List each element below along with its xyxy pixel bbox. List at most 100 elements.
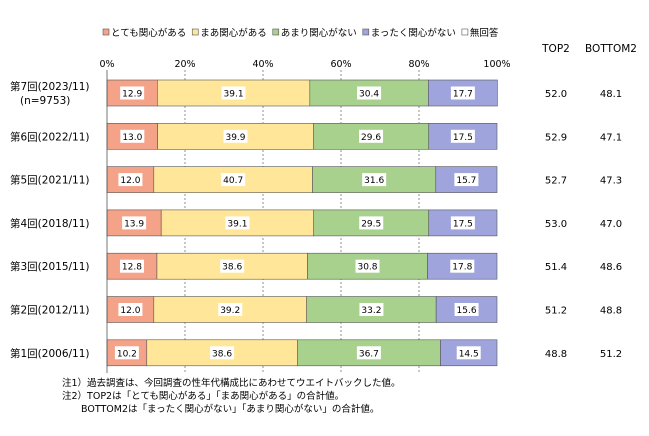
legend-label-2: あまり関心がない [281, 27, 357, 39]
data-label-4-0: 12.8 [122, 263, 142, 273]
data-label-box-0-3 [450, 86, 475, 100]
category-label-6: 第1回(2006/11) [10, 347, 90, 360]
side-value-0-2: 52.7 [545, 176, 567, 187]
side-value-1-2: 47.3 [600, 176, 622, 187]
data-label-4-3: 17.8 [452, 263, 472, 273]
side-value-1-1: 47.1 [600, 132, 622, 143]
data-label-0-3: 17.7 [453, 90, 473, 100]
side-column-header-0: TOP2 [541, 43, 570, 55]
bar-segment-0-0 [106, 79, 158, 107]
data-label-box-4-1 [220, 259, 245, 273]
side-value-1-3: 47.0 [600, 219, 622, 230]
data-label-box-3-3 [450, 216, 475, 230]
data-label-0-2: 30.4 [359, 90, 379, 100]
data-label-box-2-0 [118, 173, 143, 187]
side-value-1-4: 48.6 [600, 262, 622, 273]
legend-label-1: まあ関心がある [200, 27, 267, 39]
x-tick-label-2: 40% [252, 59, 273, 70]
legend-label-0: とても関心がある [111, 27, 186, 39]
stacked-bar-chart: とても関心がある まあ関心がある あまり関心がない まったく関心がない 無回答 TOP2 B… [10, 27, 637, 373]
legend-label-4: 無回答 [470, 27, 499, 39]
data-label-box-6-0 [114, 346, 139, 360]
side-value-0-3: 53.0 [545, 219, 567, 230]
data-label-box-0-2 [357, 86, 382, 100]
x-tick-label-5: 100% [483, 59, 510, 70]
data-label-box-0-0 [120, 86, 145, 100]
x-tick-label-0: 0% [99, 59, 114, 70]
x-tick-label-4: 80% [408, 59, 429, 70]
footnote-3: BOTTOM2は「まったく関心がない」「あまり関心がない」の合計値。 [62, 404, 380, 415]
data-label-box-4-3 [450, 259, 475, 273]
data-label-1-0: 13.0 [122, 133, 142, 143]
data-label-3-2: 29.5 [361, 219, 381, 229]
category-label-3: 第4回(2018/11) [10, 217, 90, 230]
data-label-box-3-0 [122, 216, 147, 230]
data-label-5-1: 39.2 [220, 306, 240, 316]
data-label-4-1: 38.6 [222, 263, 242, 273]
data-label-5-0: 12.0 [120, 306, 140, 316]
data-label-1-2: 29.6 [361, 133, 381, 143]
data-label-box-6-1 [210, 346, 235, 360]
legend-swatch-2 [272, 28, 280, 36]
data-label-box-3-2 [359, 216, 384, 230]
data-label-box-4-2 [355, 259, 380, 273]
data-label-3-0: 13.9 [124, 219, 144, 229]
data-label-box-1-2 [359, 129, 384, 143]
side-value-0-1: 52.9 [545, 132, 567, 143]
data-label-6-1: 38.6 [212, 349, 232, 359]
data-label-1-1: 39.9 [225, 133, 245, 143]
side-value-0-4: 51.4 [545, 262, 567, 273]
data-label-6-3: 14.5 [459, 349, 479, 359]
category-label-4: 第3回(2015/11) [10, 260, 90, 273]
side-column-header-1: BOTTOM2 [585, 43, 637, 55]
data-label-1-3: 17.5 [453, 133, 473, 143]
footnote-2: 注2）TOP2は「とても関心がある」「まあ関心がある」の合計値。 [62, 391, 345, 402]
x-tick-label-3: 60% [330, 59, 351, 70]
data-label-2-3: 15.7 [456, 176, 476, 186]
legend-swatch-0 [102, 28, 110, 36]
category-label-2: 第5回(2021/11) [10, 174, 90, 187]
data-label-3-1: 39.1 [227, 219, 247, 229]
x-tick-label-1: 20% [174, 59, 195, 70]
bar-segment-5-1 [153, 296, 307, 323]
data-label-box-5-1 [218, 303, 243, 316]
data-label-box-5-3 [454, 303, 479, 316]
data-label-5-2: 33.2 [361, 306, 381, 316]
data-label-box-6-2 [356, 346, 381, 360]
side-value-1-0: 48.1 [600, 89, 622, 100]
data-label-0-1: 39.1 [224, 90, 244, 100]
data-label-0-0: 12.9 [122, 90, 142, 100]
data-label-3-3: 17.5 [453, 219, 473, 229]
data-label-box-0-1 [221, 86, 246, 100]
data-label-box-5-0 [118, 303, 143, 316]
legend-swatch-1 [191, 28, 199, 36]
data-label-box-5-2 [359, 303, 384, 316]
data-label-box-2-2 [362, 173, 387, 187]
side-value-0-5: 51.2 [545, 306, 567, 317]
category-label-1: 第6回(2022/11) [10, 130, 90, 143]
category-sublabel-0: (n=9753) [20, 95, 70, 107]
data-label-5-3: 15.6 [457, 306, 477, 316]
data-label-box-6-3 [456, 346, 481, 360]
data-label-box-1-0 [120, 129, 145, 143]
data-label-box-4-0 [119, 259, 144, 273]
data-label-6-2: 36.7 [359, 349, 379, 359]
side-value-0-0: 52.0 [545, 89, 567, 100]
data-label-box-3-1 [225, 216, 250, 230]
side-value-0-6: 48.8 [545, 349, 567, 360]
data-label-6-0: 10.2 [117, 349, 137, 359]
footnote-1: 注1）過去調査は、今回調査の性年代構成比にあわせてウエイトバックした値。 [62, 378, 401, 389]
data-label-box-2-1 [221, 173, 246, 187]
data-label-2-1: 40.7 [223, 176, 243, 186]
legend-swatch-4 [461, 28, 469, 36]
footnotes: 注1）過去調査は、今回調査の性年代構成比にあわせてウエイトバックした値。 注2）… [62, 377, 401, 416]
data-label-box-1-1 [223, 129, 248, 143]
side-value-1-6: 51.2 [600, 349, 622, 360]
category-label-5: 第2回(2012/11) [10, 304, 90, 317]
data-label-box-1-3 [450, 129, 475, 143]
category-label-0: 第7回(2023/11) [10, 80, 90, 93]
data-label-4-2: 30.8 [357, 263, 377, 273]
data-label-box-2-3 [454, 173, 479, 187]
data-label-2-0: 12.0 [120, 176, 140, 186]
side-value-1-5: 48.8 [600, 306, 622, 317]
